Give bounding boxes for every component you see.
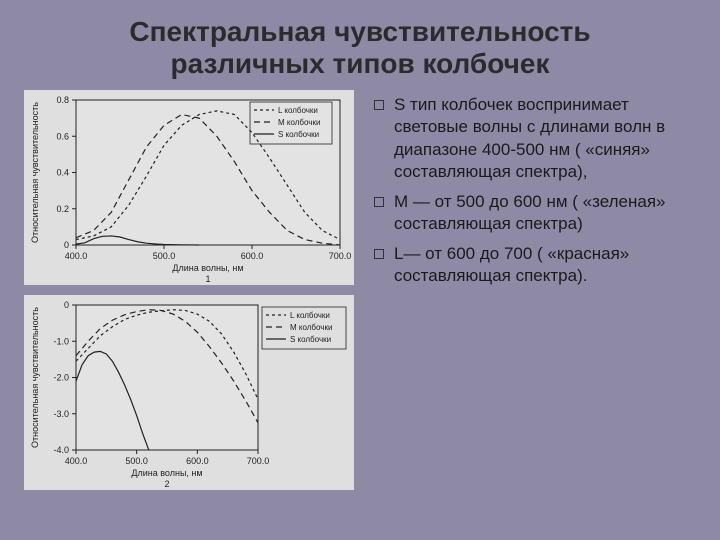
svg-text:2: 2 — [164, 479, 169, 489]
svg-text:1: 1 — [205, 274, 210, 284]
bullet-s: S тип колбочек воспринимает световые вол… — [372, 94, 696, 182]
svg-text:L колбочки: L колбочки — [278, 106, 318, 115]
svg-text:Длина волны, нм: Длина волны, нм — [131, 468, 202, 478]
svg-text:0.8: 0.8 — [56, 95, 69, 105]
svg-text:700.0: 700.0 — [329, 251, 352, 261]
chart-bottom: -4.0 -3.0 -2.0 -1.0 0 400.0 500.0 600.0 700.0 Дли… — [24, 295, 354, 490]
chart-top: 0 0.2 0.4 0.6 0.8 400.0 500.0 600.0 700.0 Длина в… — [24, 90, 354, 285]
page-title: Спектральная чувствительность различных … — [24, 16, 696, 80]
svg-text:0: 0 — [64, 300, 69, 310]
svg-text:Относительная чувствительность: Относительная чувствительность — [30, 102, 40, 243]
slide: Спектральная чувствительность различных … — [0, 0, 720, 540]
svg-text:700.0: 700.0 — [247, 456, 270, 466]
svg-text:600.0: 600.0 — [186, 456, 209, 466]
svg-text:500.0: 500.0 — [153, 251, 176, 261]
bullet-m: M — от 500 до 600 нм ( «зеленая» составл… — [372, 191, 696, 235]
svg-text:S колбочки: S колбочки — [290, 335, 331, 344]
svg-text:S колбочки: S колбочки — [278, 130, 319, 139]
svg-text:-1.0: -1.0 — [53, 337, 69, 347]
svg-text:-2.0: -2.0 — [53, 373, 69, 383]
svg-text:Относительная чувствительность: Относительная чувствительность — [30, 307, 40, 448]
svg-text:M колбочки: M колбочки — [278, 118, 320, 127]
svg-text:0.6: 0.6 — [56, 132, 69, 142]
svg-text:0.2: 0.2 — [56, 204, 69, 214]
svg-text:-3.0: -3.0 — [53, 409, 69, 419]
charts-column: 0 0.2 0.4 0.6 0.8 400.0 500.0 600.0 700.0 Длина в… — [24, 90, 354, 490]
content-row: 0 0.2 0.4 0.6 0.8 400.0 500.0 600.0 700.0 Длина в… — [24, 90, 696, 490]
bullet-list: S тип колбочек воспринимает световые вол… — [372, 94, 696, 287]
bullet-l: L— от 600 до 700 ( «красная» составляюща… — [372, 243, 696, 287]
svg-text:400.0: 400.0 — [65, 456, 88, 466]
svg-text:-4.0: -4.0 — [53, 445, 69, 455]
svg-text:0: 0 — [64, 240, 69, 250]
svg-text:0.4: 0.4 — [56, 168, 69, 178]
title-line-2: различных типов колбочек — [171, 48, 550, 79]
title-line-1: Спектральная чувствительность — [129, 16, 590, 47]
svg-text:500.0: 500.0 — [125, 456, 148, 466]
text-column: S тип колбочек воспринимает световые вол… — [372, 90, 696, 490]
svg-text:400.0: 400.0 — [65, 251, 88, 261]
svg-text:L колбочки: L колбочки — [290, 311, 330, 320]
svg-text:600.0: 600.0 — [241, 251, 264, 261]
svg-text:Длина волны, нм: Длина волны, нм — [172, 263, 243, 273]
svg-text:M колбочки: M колбочки — [290, 323, 332, 332]
